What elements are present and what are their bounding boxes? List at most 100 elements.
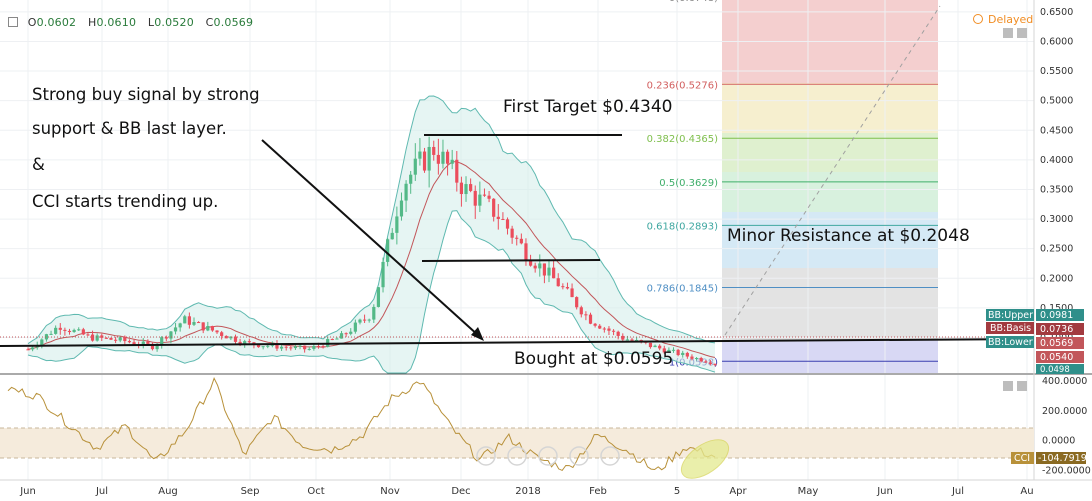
candle[interactable] <box>478 181 482 213</box>
candle[interactable] <box>192 317 196 327</box>
candle[interactable] <box>694 357 699 361</box>
candle[interactable] <box>123 335 127 345</box>
candle[interactable] <box>561 283 565 290</box>
candle[interactable] <box>321 344 325 349</box>
candle[interactable] <box>552 259 556 279</box>
candle[interactable] <box>556 273 560 287</box>
candle[interactable] <box>362 314 367 323</box>
candle[interactable] <box>492 198 496 222</box>
candle[interactable] <box>459 176 464 207</box>
candle[interactable] <box>81 327 85 336</box>
candle[interactable] <box>358 318 362 325</box>
candle[interactable] <box>464 176 468 202</box>
candle[interactable] <box>303 345 307 353</box>
candle[interactable] <box>704 360 708 364</box>
candle[interactable] <box>86 332 90 337</box>
candle[interactable] <box>648 342 653 349</box>
candle[interactable] <box>575 296 579 310</box>
candle[interactable] <box>233 334 238 344</box>
candle[interactable] <box>63 327 67 336</box>
candle[interactable] <box>90 330 95 342</box>
zoom-in-button[interactable] <box>569 446 589 466</box>
candle[interactable] <box>220 330 224 340</box>
candle[interactable] <box>247 338 251 344</box>
candle[interactable] <box>607 326 611 336</box>
candle[interactable] <box>441 139 445 169</box>
candle[interactable] <box>667 347 671 353</box>
candle[interactable] <box>335 337 339 340</box>
candle[interactable] <box>349 328 353 336</box>
candle[interactable] <box>173 323 178 335</box>
candle[interactable] <box>418 138 422 166</box>
candle[interactable] <box>602 326 606 333</box>
candle[interactable] <box>409 171 413 194</box>
candle[interactable] <box>593 322 597 328</box>
candle[interactable] <box>367 318 371 323</box>
candle[interactable] <box>547 260 551 283</box>
candle[interactable] <box>196 321 201 324</box>
candle[interactable] <box>658 344 662 351</box>
candle[interactable] <box>132 339 136 345</box>
candle[interactable] <box>256 344 261 348</box>
candle[interactable] <box>330 338 334 341</box>
cci-maximize-icon[interactable] <box>1003 381 1013 391</box>
candle[interactable] <box>54 325 58 335</box>
candle[interactable] <box>353 319 357 334</box>
candle[interactable] <box>579 305 583 318</box>
candle[interactable] <box>598 324 602 330</box>
pane-controls[interactable] <box>1003 28 1027 391</box>
candle[interactable] <box>436 138 440 175</box>
candle[interactable] <box>187 312 191 329</box>
candle[interactable] <box>95 333 99 342</box>
candle[interactable] <box>427 136 431 188</box>
candle[interactable] <box>114 336 118 344</box>
candle[interactable] <box>339 330 344 339</box>
candle[interactable] <box>67 328 72 335</box>
delayed-badge[interactable]: Delayed <box>973 13 1033 26</box>
candle[interactable] <box>399 192 404 221</box>
candle[interactable] <box>395 206 399 245</box>
pane-maximize-icon[interactable] <box>1003 28 1013 38</box>
candle[interactable] <box>413 143 417 181</box>
candle[interactable] <box>100 333 104 342</box>
candle[interactable] <box>538 254 542 277</box>
candle[interactable] <box>616 330 620 340</box>
candle[interactable] <box>109 337 113 340</box>
candle[interactable] <box>621 333 625 342</box>
scroll-right-button[interactable] <box>600 446 620 466</box>
candle[interactable] <box>505 217 510 235</box>
candle[interactable] <box>455 151 459 192</box>
candle[interactable] <box>164 335 168 342</box>
candle[interactable] <box>713 363 717 367</box>
candle[interactable] <box>570 283 574 298</box>
candle[interactable] <box>533 262 537 273</box>
candle[interactable] <box>519 233 523 245</box>
pane-settings-icon[interactable] <box>1017 28 1027 38</box>
collapse-icon[interactable] <box>8 17 18 27</box>
candle[interactable] <box>381 257 385 293</box>
candle[interactable] <box>450 149 454 170</box>
candle[interactable] <box>224 335 228 339</box>
candle[interactable] <box>275 340 279 351</box>
candle[interactable] <box>422 147 427 173</box>
candle[interactable] <box>206 321 210 332</box>
candle[interactable] <box>58 323 62 335</box>
candle[interactable] <box>662 345 666 354</box>
candle[interactable] <box>469 178 473 193</box>
candle[interactable] <box>169 331 173 344</box>
candle[interactable] <box>565 282 570 290</box>
candle[interactable] <box>26 347 30 351</box>
candle[interactable] <box>201 322 205 334</box>
candle[interactable] <box>510 225 514 244</box>
candle[interactable] <box>584 311 588 321</box>
candle[interactable] <box>404 180 408 212</box>
candle[interactable] <box>685 351 689 359</box>
candle[interactable] <box>289 345 293 351</box>
candle[interactable] <box>699 356 703 363</box>
candle[interactable] <box>229 336 233 341</box>
candle[interactable] <box>542 263 547 284</box>
candle[interactable] <box>681 350 685 358</box>
candle[interactable] <box>588 312 593 325</box>
candle[interactable] <box>390 228 394 240</box>
